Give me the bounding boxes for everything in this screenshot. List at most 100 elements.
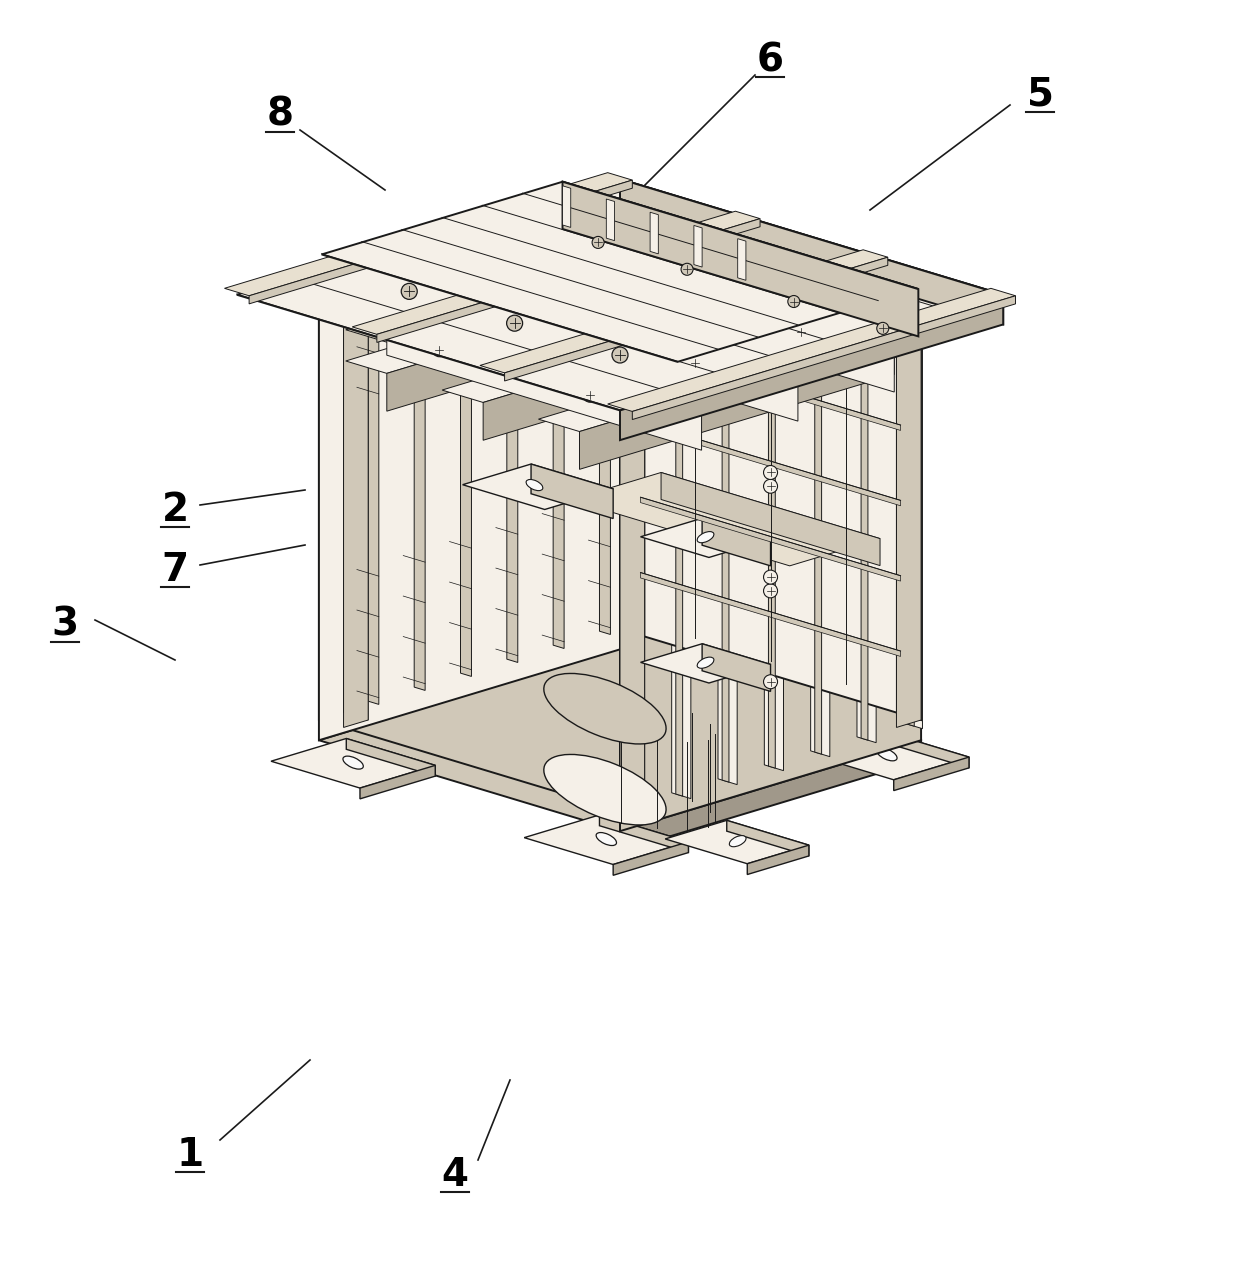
Polygon shape — [756, 295, 797, 345]
Polygon shape — [620, 377, 645, 803]
Polygon shape — [718, 381, 737, 784]
Ellipse shape — [697, 532, 714, 542]
Circle shape — [507, 252, 522, 267]
Text: 2: 2 — [161, 491, 188, 530]
Ellipse shape — [877, 748, 897, 761]
Polygon shape — [748, 845, 808, 875]
Polygon shape — [897, 294, 921, 720]
Circle shape — [389, 331, 399, 341]
Circle shape — [495, 299, 505, 310]
Polygon shape — [672, 394, 691, 798]
Polygon shape — [620, 217, 645, 645]
Polygon shape — [599, 233, 610, 634]
Polygon shape — [505, 257, 888, 381]
Polygon shape — [579, 260, 894, 393]
Polygon shape — [722, 382, 729, 783]
Circle shape — [841, 340, 851, 350]
Polygon shape — [641, 347, 900, 431]
Ellipse shape — [697, 657, 714, 669]
Polygon shape — [531, 464, 613, 518]
Polygon shape — [443, 261, 797, 368]
Circle shape — [823, 284, 838, 299]
Polygon shape — [894, 757, 968, 790]
Text: 8: 8 — [267, 96, 294, 134]
Ellipse shape — [526, 354, 543, 365]
Circle shape — [600, 267, 610, 278]
Polygon shape — [563, 185, 570, 228]
Polygon shape — [346, 317, 702, 425]
Circle shape — [764, 375, 777, 389]
Polygon shape — [531, 339, 613, 393]
Ellipse shape — [544, 674, 666, 744]
Polygon shape — [811, 353, 830, 757]
Circle shape — [538, 311, 552, 325]
Polygon shape — [769, 368, 775, 769]
Polygon shape — [224, 173, 632, 295]
Polygon shape — [880, 730, 968, 767]
Polygon shape — [764, 367, 784, 771]
Circle shape — [644, 279, 657, 293]
Circle shape — [630, 404, 640, 414]
Circle shape — [877, 322, 889, 334]
Circle shape — [433, 343, 446, 357]
Polygon shape — [387, 317, 702, 450]
Polygon shape — [853, 290, 894, 330]
Circle shape — [781, 322, 791, 333]
Polygon shape — [553, 247, 564, 648]
Polygon shape — [627, 654, 715, 692]
Polygon shape — [620, 385, 645, 811]
Polygon shape — [702, 643, 770, 692]
Polygon shape — [665, 820, 808, 863]
Polygon shape — [738, 239, 746, 280]
Polygon shape — [480, 249, 888, 373]
Polygon shape — [620, 302, 921, 831]
Circle shape — [507, 315, 522, 331]
Polygon shape — [463, 339, 613, 384]
Polygon shape — [857, 339, 877, 743]
Polygon shape — [727, 820, 808, 856]
Polygon shape — [484, 307, 797, 440]
Polygon shape — [377, 219, 760, 343]
Polygon shape — [343, 302, 368, 728]
Polygon shape — [460, 275, 471, 677]
Polygon shape — [467, 251, 511, 663]
Circle shape — [510, 367, 520, 377]
Polygon shape — [661, 472, 880, 565]
Circle shape — [615, 335, 625, 345]
Polygon shape — [897, 302, 921, 728]
Polygon shape — [606, 200, 615, 240]
Polygon shape — [661, 266, 702, 316]
Polygon shape — [414, 289, 425, 691]
Polygon shape — [374, 279, 418, 689]
Polygon shape — [563, 182, 919, 336]
Polygon shape — [641, 422, 900, 505]
Polygon shape — [538, 324, 894, 431]
Circle shape — [681, 263, 693, 275]
Polygon shape — [620, 741, 921, 852]
Polygon shape — [620, 179, 1003, 325]
Circle shape — [613, 284, 627, 299]
Polygon shape — [805, 730, 968, 780]
Polygon shape — [620, 294, 1003, 440]
Circle shape — [764, 466, 777, 480]
Polygon shape — [620, 211, 645, 637]
Polygon shape — [815, 354, 822, 755]
Polygon shape — [525, 815, 688, 865]
Polygon shape — [641, 518, 770, 558]
Ellipse shape — [729, 835, 746, 847]
Polygon shape — [319, 211, 620, 741]
Polygon shape — [368, 303, 378, 705]
Circle shape — [583, 389, 596, 402]
Polygon shape — [853, 324, 894, 375]
Text: 3: 3 — [51, 606, 78, 645]
Polygon shape — [599, 815, 688, 853]
Polygon shape — [552, 654, 715, 703]
Polygon shape — [903, 325, 923, 729]
Polygon shape — [272, 738, 435, 788]
Polygon shape — [346, 266, 702, 373]
Polygon shape — [443, 295, 797, 403]
Polygon shape — [608, 288, 1016, 412]
Polygon shape — [463, 464, 613, 509]
Circle shape — [402, 284, 417, 299]
Text: 1: 1 — [176, 1136, 203, 1174]
